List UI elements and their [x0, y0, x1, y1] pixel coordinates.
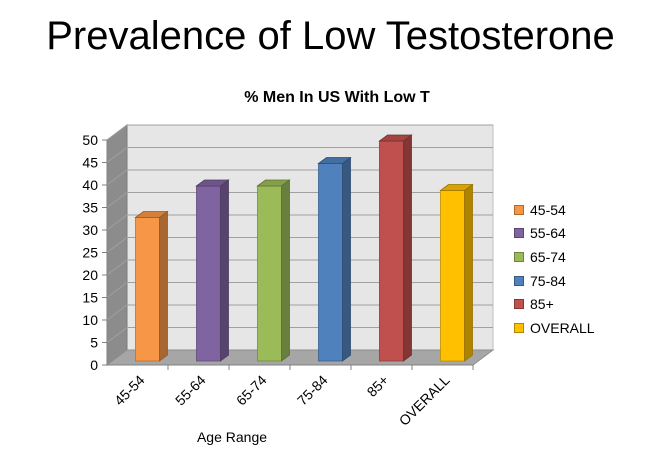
legend-label: 65-74: [530, 248, 566, 265]
y-tick-label: 45: [82, 155, 98, 171]
x-tick-label: 85+: [364, 372, 392, 400]
gridline: [106, 259, 493, 276]
y-tick-label: 15: [82, 290, 98, 306]
bar-side: [464, 183, 473, 362]
bar-side: [403, 134, 412, 362]
legend-label: 85+: [530, 296, 554, 313]
legend-item: OVERALL: [514, 316, 595, 340]
legend-item: 55-64: [514, 222, 595, 246]
legend-swatch: [514, 251, 524, 262]
x-tick-label: 75-84: [294, 372, 331, 409]
legend-label: OVERALL: [530, 319, 595, 336]
legend-label: 55-64: [530, 225, 566, 242]
legend-item: 45-54: [514, 198, 595, 222]
bar-front: [196, 185, 221, 362]
bar-top: [378, 134, 413, 142]
bar-45-54: [134, 210, 169, 362]
bar-side: [220, 179, 229, 362]
x-tick-label: 45-54: [111, 372, 148, 409]
legend-swatch: [514, 204, 524, 215]
bar-side: [281, 179, 290, 362]
legend-swatch: [514, 299, 524, 310]
gridline: [106, 237, 493, 253]
bar-front: [318, 163, 343, 362]
y-tick-label: 5: [90, 335, 98, 351]
x-tick-label: 55-64: [172, 372, 209, 409]
bar-side: [342, 156, 351, 362]
y-tick-label: 30: [82, 222, 98, 238]
y-tick-label: 0: [90, 357, 98, 373]
gridline: [106, 169, 493, 186]
y-tick-label: 40: [82, 177, 98, 193]
y-tick-label: 35: [82, 200, 98, 216]
gridline: [106, 327, 493, 343]
slide-title: Prevalence of Low Testosterone: [46, 14, 615, 58]
legend-label: 45-54: [530, 201, 566, 218]
bar-front: [257, 185, 282, 362]
x-tick-label: OVERALL: [396, 372, 453, 429]
bar-85-: [378, 134, 413, 362]
legend-item: 85+: [514, 292, 595, 316]
bar-top: [256, 179, 291, 187]
legend-item: 75-84: [514, 269, 595, 293]
bar-top: [317, 157, 352, 164]
x-axis-ticks: 45-54 55-64 65-74 75-84 85+ OVERALL: [111, 365, 474, 429]
bar-75-84: [317, 156, 352, 362]
bar-front: [440, 190, 465, 362]
bar-top: [439, 184, 474, 191]
gridline: [106, 214, 493, 231]
bar-65-74: [256, 179, 291, 362]
legend-label: 75-84: [530, 272, 566, 289]
gridline: [106, 147, 493, 163]
bar-top: [134, 211, 169, 218]
y-tick-label: 10: [82, 312, 98, 328]
bar-55-64: [195, 179, 230, 362]
x-tick-label: 65-74: [233, 372, 270, 409]
gridline: [106, 124, 493, 141]
gridline: [106, 192, 493, 208]
y-tick-label: 20: [82, 267, 98, 283]
legend-swatch: [514, 322, 524, 333]
y-tick-label: 25: [82, 245, 98, 261]
gridlines: [106, 124, 493, 343]
bar-overall: [439, 183, 474, 362]
bar-side: [159, 210, 168, 362]
x-axis-label: Age Range: [197, 429, 267, 445]
bar-front: [379, 140, 404, 362]
bar-front: [135, 217, 160, 362]
legend-swatch: [514, 275, 524, 286]
legend-swatch: [514, 228, 524, 239]
gridline: [106, 282, 493, 298]
legend-item: 65-74: [514, 245, 595, 269]
gridline: [106, 304, 493, 321]
legend: 45-54 55-64 65-74 75-84 85+ OVERALL: [514, 198, 595, 340]
y-tick-label: 50: [82, 132, 98, 148]
chart-title: % Men In US With Low T: [244, 89, 430, 106]
bars: [134, 134, 474, 362]
bar-top: [195, 179, 230, 187]
